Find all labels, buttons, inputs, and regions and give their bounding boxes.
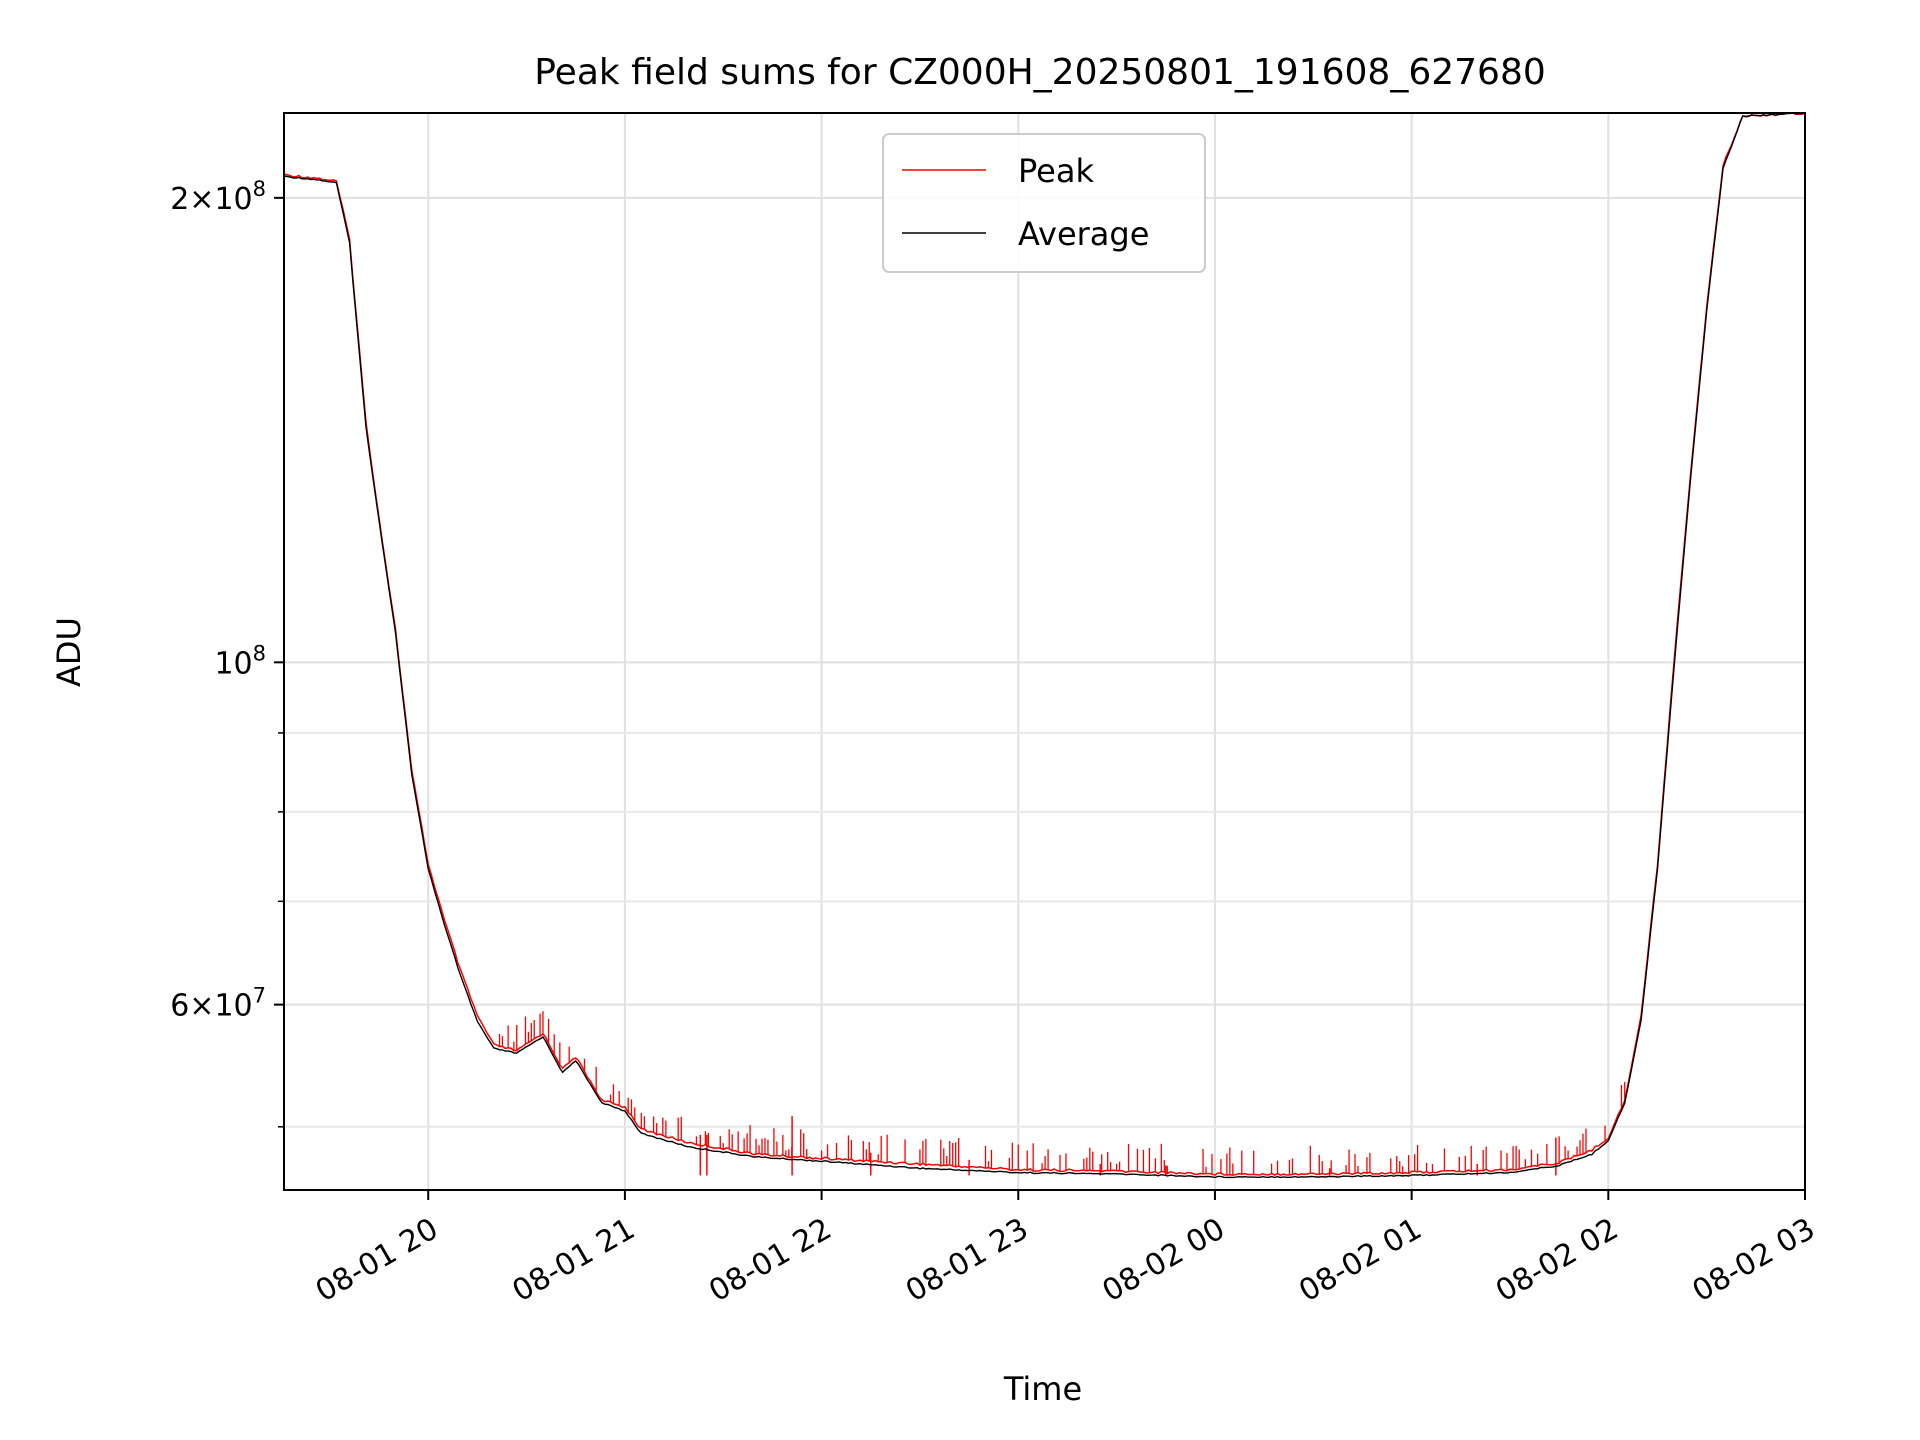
legend: Peak Average <box>882 133 1206 273</box>
legend-box <box>882 133 1206 273</box>
plot-frame <box>283 112 1806 1191</box>
y-tick-label: 108 <box>214 641 266 681</box>
series-line-average <box>283 112 1806 1179</box>
x-axis-label: Time <box>1003 1370 1082 1408</box>
y-tick-label: 6×107 <box>170 984 266 1024</box>
legend-label-average: Average <box>1018 215 1149 253</box>
legend-label-peak: Peak <box>1018 152 1094 190</box>
series-layer <box>283 112 1806 1179</box>
y-axis: 6×107 108 2×108 <box>170 177 284 1128</box>
chart-title: Peak field sums for CZ000H_20250801_1916… <box>534 52 1546 93</box>
y-axis-label: ADU <box>50 617 88 687</box>
y-tick-label: 2×108 <box>170 177 266 217</box>
